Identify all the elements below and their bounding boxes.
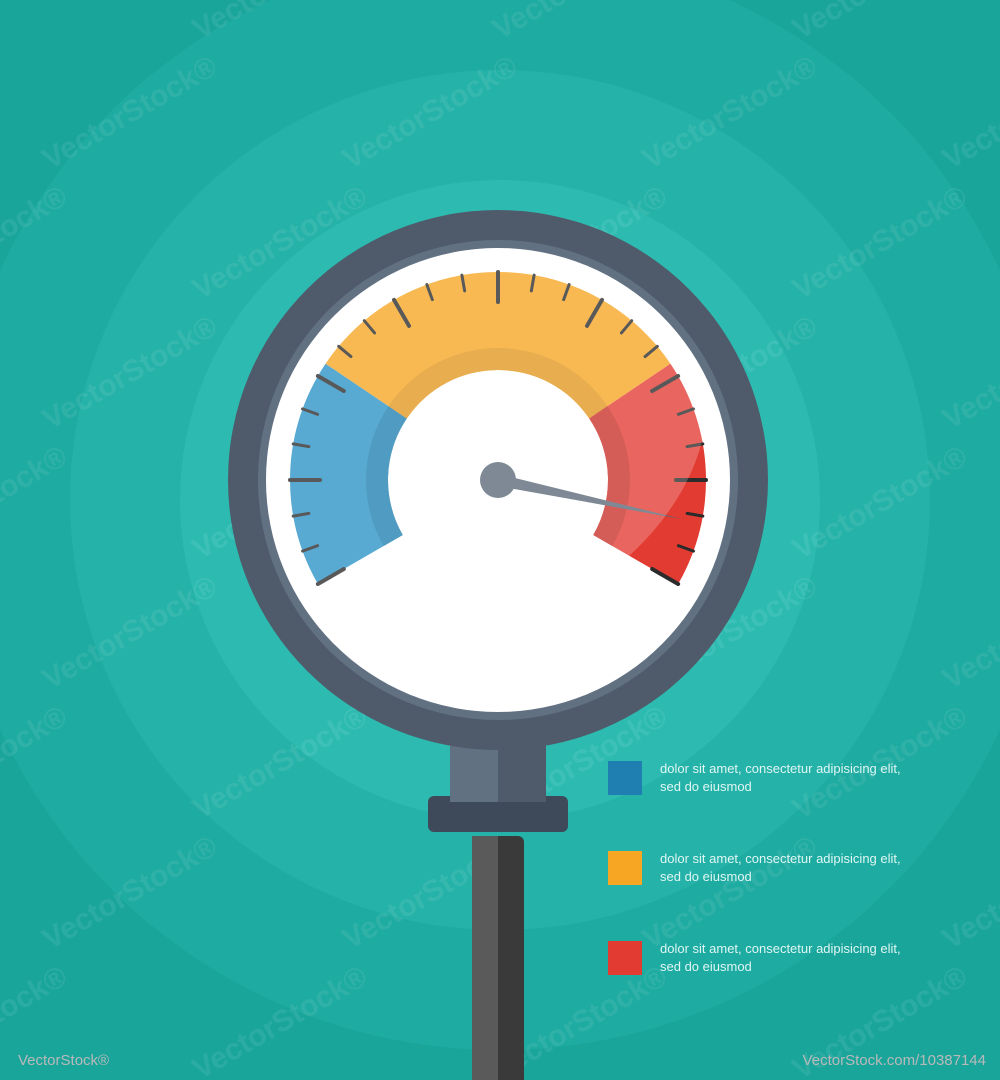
legend-text: dolor sit amet, consectetur adipisicing …	[660, 850, 920, 885]
legend-text: dolor sit amet, consectetur adipisicing …	[660, 760, 920, 795]
legend-item-2: dolor sit amet, consectetur adipisicing …	[608, 940, 920, 975]
legend-swatch	[608, 761, 642, 795]
footer-brand: VectorStock®	[18, 1052, 109, 1069]
legend-item-1: dolor sit amet, consectetur adipisicing …	[608, 850, 920, 885]
legend-item-0: dolor sit amet, consectetur adipisicing …	[608, 760, 920, 795]
footer-id: VectorStock.com/10387144	[803, 1052, 986, 1069]
legend-swatch	[608, 851, 642, 885]
legend-text: dolor sit amet, consectetur adipisicing …	[660, 940, 920, 975]
infographic-stage: VectorStock®VectorStock®VectorStock®Vect…	[0, 0, 1000, 1080]
legend-swatch	[608, 941, 642, 975]
footer: VectorStock® VectorStock.com/10387144	[0, 1052, 1000, 1079]
gauge-infographic: VectorStock®VectorStock®VectorStock®Vect…	[0, 0, 1000, 1080]
